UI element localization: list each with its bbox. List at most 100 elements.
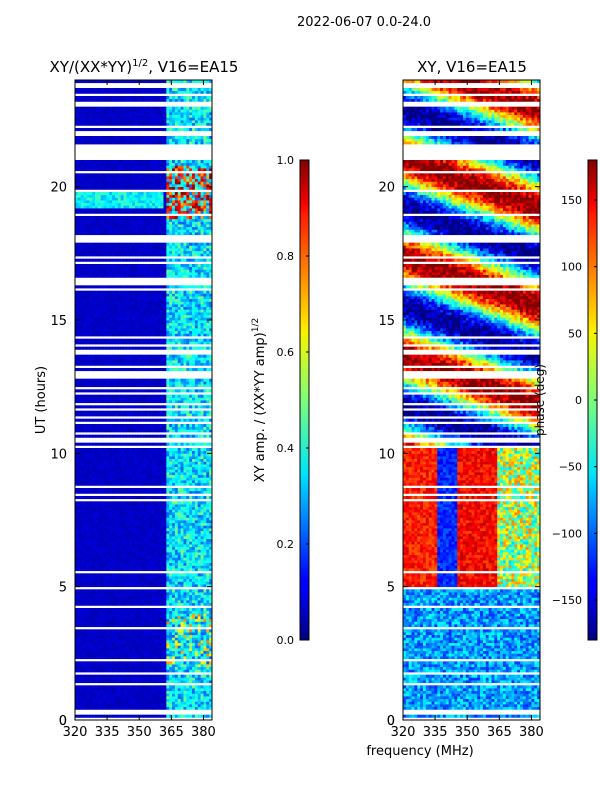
heatmap-cell: [149, 554, 153, 558]
heatmap-cell: [83, 557, 87, 561]
heatmap-cell: [109, 608, 113, 612]
heatmap-cell: [174, 573, 179, 577]
heatmap-cell: [160, 669, 164, 673]
heatmap-cell: [117, 562, 122, 566]
heatmap-cell: [83, 450, 87, 454]
heatmap-cell: [206, 698, 210, 702]
heatmap-cell: [177, 632, 181, 636]
heatmap-cell: [154, 405, 159, 409]
heatmap-cell: [154, 434, 159, 438]
heatmap-cell: [143, 578, 147, 582]
heatmap-cell: [189, 400, 193, 404]
heatmap-cell: [160, 418, 164, 422]
heatmap-cell: [200, 514, 204, 518]
heatmap-cell: [197, 482, 201, 486]
heatmap-cell: [100, 389, 104, 393]
heatmap-cell: [174, 650, 179, 654]
heatmap-cell: [77, 621, 82, 625]
heatmap-cell: [166, 426, 170, 430]
heatmap-cell: [132, 688, 136, 692]
heatmap-cell: [75, 701, 79, 705]
heatmap-cell: [189, 562, 193, 566]
heatmap-cell: [143, 538, 147, 542]
heatmap-cell: [140, 536, 144, 540]
heatmap-cell: [169, 490, 173, 494]
heatmap-cell: [160, 512, 164, 516]
heatmap-cell: [106, 640, 110, 644]
heatmap-cell: [112, 389, 116, 393]
heatmap-cell: [203, 634, 207, 638]
heatmap-cell: [106, 482, 110, 486]
heatmap-cell: [146, 666, 150, 670]
heatmap-cell: [106, 706, 110, 710]
heatmap-cell: [83, 512, 87, 516]
heatmap-cell: [137, 680, 142, 684]
heatmap-cell: [75, 378, 79, 382]
heatmap-cell: [140, 648, 144, 652]
heatmap-cell: [126, 384, 130, 388]
heatmap-cell: [137, 701, 142, 705]
heatmap-cell: [103, 504, 107, 508]
heatmap-cell: [134, 413, 139, 417]
heatmap-cell: [203, 610, 207, 614]
heatmap-cell: [137, 597, 142, 601]
heatmap-cell: [203, 413, 207, 417]
heatmap-cell: [112, 624, 116, 628]
heatmap-cell: [180, 517, 184, 521]
heatmap-cell: [146, 613, 150, 617]
heatmap-cell: [120, 592, 124, 596]
heatmap-cell: [120, 512, 124, 516]
heatmap-cell: [169, 584, 173, 588]
heatmap-cell: [92, 608, 96, 612]
heatmap-cell: [149, 461, 153, 465]
heatmap-cell: [134, 400, 139, 404]
heatmap-cell: [206, 426, 210, 430]
heatmap-cell: [172, 522, 176, 526]
heatmap-cell: [114, 704, 119, 708]
heatmap-cell: [86, 568, 90, 572]
heatmap-cell: [134, 509, 139, 513]
heatmap-cell: [120, 704, 124, 708]
heatmap-cell: [112, 453, 116, 457]
heatmap-cell: [137, 522, 142, 526]
heatmap-cell: [163, 600, 167, 604]
heatmap-cell: [197, 552, 201, 556]
heatmap-cell: [203, 706, 207, 710]
heatmap-cell: [194, 429, 199, 433]
heatmap-cell: [129, 704, 133, 708]
heatmap-cell: [114, 618, 119, 622]
heatmap-cell: [94, 693, 99, 697]
heatmap-cell: [157, 666, 162, 670]
heatmap-cell: [129, 701, 133, 705]
heatmap-cell: [89, 661, 93, 665]
heatmap-cell: [206, 544, 210, 548]
heatmap-cell: [174, 552, 179, 556]
heatmap-cell: [152, 512, 156, 516]
heatmap-cell: [189, 477, 193, 481]
heatmap-cell: [203, 522, 207, 526]
heatmap-cell: [206, 536, 210, 540]
heatmap-cell: [143, 637, 147, 641]
heatmap-cell: [106, 469, 110, 473]
heatmap-cell: [197, 453, 201, 457]
heatmap-cell: [92, 546, 96, 550]
heatmap-cell: [169, 514, 173, 518]
heatmap-cell: [160, 573, 164, 577]
heatmap-cell: [186, 661, 190, 665]
heatmap-cell: [203, 557, 207, 561]
heatmap-cell: [146, 549, 150, 553]
heatmap-cell: [143, 517, 147, 521]
heatmap-cell: [183, 538, 187, 542]
heatmap-cell: [149, 701, 153, 705]
heatmap-cell: [209, 528, 212, 532]
heatmap-cell: [172, 613, 176, 617]
heatmap-cell: [103, 648, 107, 652]
heatmap-cell: [192, 693, 196, 697]
heatmap-cell: [189, 426, 193, 430]
heatmap-cell: [200, 512, 204, 516]
heatmap-cell: [83, 696, 87, 700]
heatmap-cell: [109, 581, 113, 585]
heatmap-cell: [166, 472, 170, 476]
heatmap-cell: [112, 565, 116, 569]
heatmap-cell: [197, 541, 201, 545]
